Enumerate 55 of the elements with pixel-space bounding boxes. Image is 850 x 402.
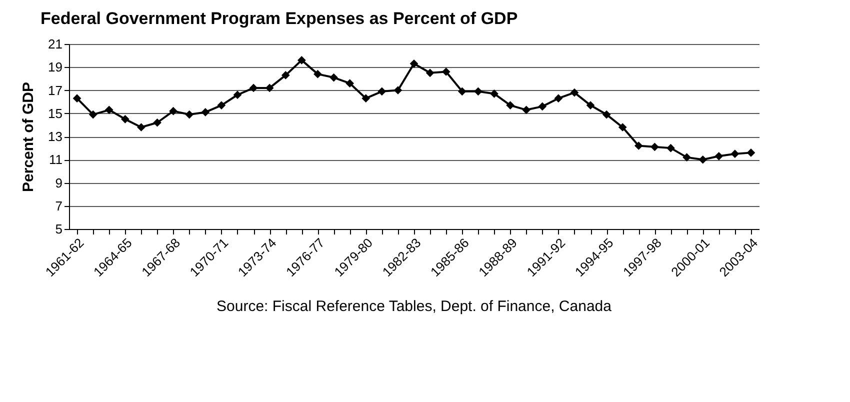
point [88, 110, 98, 119]
y-tick-label: 13 [48, 129, 62, 144]
point [281, 71, 290, 80]
point [378, 87, 386, 96]
chart-title: Federal Government Program Expenses as Percent of GDP [40, 9, 518, 28]
point [265, 84, 274, 92]
point [120, 114, 130, 124]
point [650, 142, 659, 152]
point [458, 87, 466, 96]
point [586, 101, 595, 110]
point [602, 110, 611, 119]
y-tick-label: 5 [55, 222, 62, 236]
source-note: Source: Fiscal Reference Tables, Dept. of Finance, Canada [216, 298, 612, 315]
point [153, 118, 162, 127]
point [104, 106, 114, 114]
point [570, 88, 579, 97]
point [442, 68, 450, 76]
point [185, 110, 194, 119]
point [330, 73, 338, 82]
point [137, 123, 146, 132]
point [538, 102, 547, 111]
point [634, 142, 643, 150]
point [522, 106, 531, 114]
y-tick-label: 9 [55, 175, 62, 190]
point [682, 153, 691, 162]
point [714, 152, 724, 160]
point [666, 144, 675, 152]
point [730, 150, 740, 158]
point [490, 90, 498, 98]
point [618, 123, 627, 132]
point [506, 101, 514, 110]
point [394, 86, 402, 94]
point [554, 94, 563, 103]
y-tick-label: 21 [48, 36, 62, 52]
point [346, 79, 354, 88]
y-tick-label: 19 [48, 60, 62, 75]
point [314, 70, 322, 78]
y-tick-label: 15 [48, 106, 62, 121]
point [362, 94, 370, 103]
point [201, 108, 210, 116]
point [169, 106, 178, 116]
point [426, 68, 434, 78]
y-tick-label: 17 [48, 82, 62, 98]
point [474, 87, 482, 96]
y-axis-title: Percent of GDP [20, 82, 38, 192]
point [698, 155, 708, 164]
point [297, 56, 306, 64]
point [72, 94, 82, 103]
point [217, 101, 226, 110]
point [233, 90, 242, 100]
point [746, 148, 756, 157]
y-tick-label: 7 [55, 198, 62, 214]
point [249, 84, 258, 92]
point [410, 59, 418, 68]
y-tick-label: 11 [49, 152, 62, 168]
